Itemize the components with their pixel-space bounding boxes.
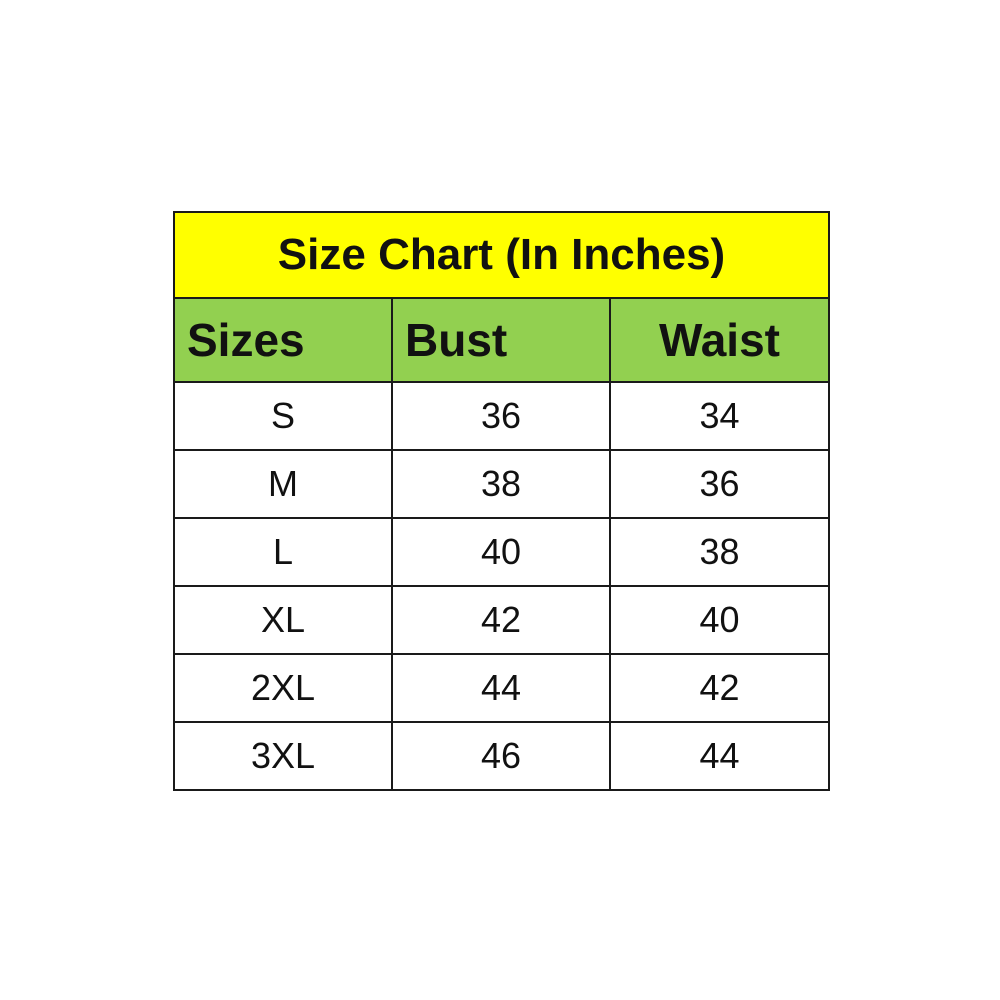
table-row: M 38 36 (173, 449, 831, 519)
cell-size: XL (173, 585, 393, 655)
cell-waist: 38 (608, 517, 831, 587)
table-row: 2XL 44 42 (173, 653, 831, 723)
table-title: Size Chart (In Inches) (172, 211, 831, 299)
size-chart-table: Size Chart (In Inches) Sizes Bust Waist … (172, 211, 831, 791)
cell-bust: 46 (391, 721, 611, 791)
cell-size: 2XL (173, 653, 393, 723)
header-sizes: Sizes (173, 297, 393, 383)
cell-size: M (173, 449, 393, 519)
cell-size: L (173, 517, 393, 587)
cell-waist: 36 (608, 449, 831, 519)
table-row: S 36 34 (173, 381, 831, 451)
table-row: L 40 38 (173, 517, 831, 587)
table-row: 3XL 46 44 (173, 721, 831, 791)
cell-bust: 40 (391, 517, 611, 587)
table-row: XL 42 40 (173, 585, 831, 655)
header-waist: Waist (608, 297, 831, 383)
cell-bust: 36 (391, 381, 611, 451)
cell-bust: 38 (391, 449, 611, 519)
cell-waist: 42 (608, 653, 831, 723)
cell-bust: 44 (391, 653, 611, 723)
header-row: Sizes Bust Waist (173, 297, 831, 383)
cell-waist: 40 (608, 585, 831, 655)
header-bust: Bust (391, 297, 611, 383)
cell-waist: 34 (608, 381, 831, 451)
cell-bust: 42 (391, 585, 611, 655)
cell-waist: 44 (608, 721, 831, 791)
cell-size: 3XL (173, 721, 393, 791)
cell-size: S (173, 381, 393, 451)
